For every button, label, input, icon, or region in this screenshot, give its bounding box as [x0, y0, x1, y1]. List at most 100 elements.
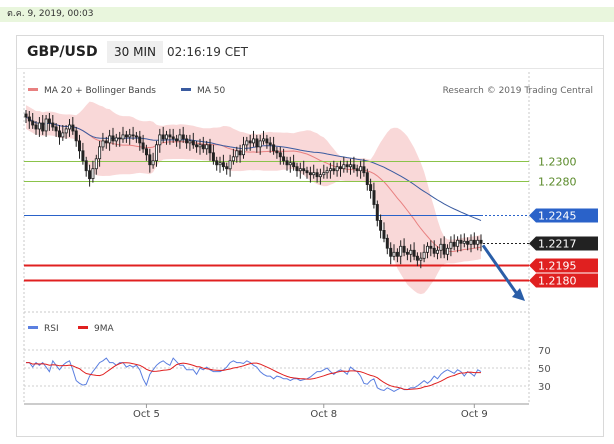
candle-body — [318, 174, 322, 178]
candle-body — [231, 156, 235, 162]
candle — [81, 142, 85, 165]
candle-body — [248, 140, 252, 144]
candle-body — [385, 237, 389, 249]
candle — [245, 136, 249, 151]
resistance-label: 1.2280 — [538, 176, 577, 189]
last-price-tag — [529, 236, 598, 251]
candle — [456, 236, 460, 253]
rsi-ytick-label: 30 — [538, 382, 551, 393]
candle — [352, 156, 356, 173]
candle-body — [78, 140, 82, 152]
candle-body — [134, 135, 138, 138]
candle-body — [168, 134, 172, 138]
candle — [54, 123, 58, 137]
candle — [312, 164, 316, 179]
candle — [442, 236, 446, 259]
candle — [435, 246, 439, 260]
candle-body — [241, 144, 245, 156]
candle-body — [348, 164, 352, 168]
candle — [158, 128, 162, 153]
candle — [27, 111, 31, 129]
candle — [148, 148, 152, 173]
candle — [415, 252, 419, 267]
candle — [131, 126, 135, 140]
candle — [342, 156, 346, 173]
candle — [348, 158, 352, 175]
candle-body — [104, 140, 108, 144]
candle-body — [51, 122, 55, 128]
candle — [24, 110, 28, 123]
candle — [425, 242, 429, 259]
candle — [382, 222, 386, 243]
candle-body — [98, 146, 102, 160]
forecast-arrow-layer — [481, 244, 525, 301]
candle-body — [144, 148, 148, 156]
ma50-legend-label: MA 50 — [197, 86, 226, 96]
candle-body — [285, 160, 289, 166]
candle — [419, 252, 423, 269]
candle — [325, 166, 329, 179]
candle-body — [369, 184, 373, 192]
candle — [181, 126, 185, 143]
candle-body — [389, 247, 393, 257]
candle-body — [298, 168, 302, 172]
candle — [395, 248, 399, 263]
candle-body — [158, 134, 162, 146]
candle-body — [372, 190, 376, 205]
candle-body — [108, 135, 112, 144]
forecast-arrow-shaft — [481, 244, 519, 295]
candle-body — [265, 138, 269, 144]
candle-body — [215, 160, 219, 166]
support-label: 1.2195 — [538, 260, 577, 273]
x-tick-label: Oct 9 — [461, 409, 488, 420]
candle — [272, 136, 276, 155]
candle-body — [456, 239, 460, 247]
main-legend: MA 20 + Bollinger Bands MA 50 Research ©… — [28, 86, 593, 96]
candle — [292, 154, 296, 171]
candle-body — [405, 251, 409, 255]
candle — [201, 136, 205, 153]
ma50-value-label: 1.2245 — [538, 210, 577, 223]
symbol-label: GBP/USD — [27, 44, 98, 60]
candle-body — [288, 162, 292, 166]
candle — [185, 134, 189, 149]
candle-body — [121, 134, 125, 140]
candle-body — [138, 136, 142, 144]
candle-body — [151, 160, 155, 166]
candle-body — [131, 134, 135, 137]
candle-body — [61, 132, 65, 138]
candle — [305, 166, 309, 179]
candle-body — [415, 255, 419, 261]
candle-body — [205, 144, 209, 150]
candle — [389, 242, 393, 265]
candle-body — [402, 245, 406, 253]
candle-body — [84, 160, 88, 172]
candle — [215, 156, 219, 171]
candle — [98, 140, 102, 167]
candle-body — [365, 172, 369, 185]
candle-body — [161, 134, 165, 140]
rsi-legend-swatch — [28, 326, 38, 329]
interval-button[interactable]: 30 MIN — [107, 41, 163, 63]
candle — [459, 234, 463, 252]
candle-body — [435, 249, 439, 254]
candle — [31, 113, 35, 129]
candle-body — [175, 138, 179, 142]
candle-body — [164, 134, 168, 140]
candle — [151, 152, 155, 169]
candle-body — [74, 130, 78, 142]
candle-body — [238, 150, 242, 156]
candle — [71, 117, 75, 135]
candle-body — [422, 251, 426, 259]
candle-body — [355, 168, 359, 172]
candle — [195, 140, 199, 153]
candle — [84, 156, 88, 177]
candle — [37, 117, 41, 137]
candle — [439, 238, 443, 259]
candle-body — [208, 144, 212, 154]
candle — [231, 148, 235, 165]
candle-body — [399, 245, 403, 257]
candle — [355, 164, 359, 177]
chart-card: GBP/USD 30 MIN 02:16:19 CET — [16, 35, 604, 437]
candle-body — [94, 158, 98, 170]
